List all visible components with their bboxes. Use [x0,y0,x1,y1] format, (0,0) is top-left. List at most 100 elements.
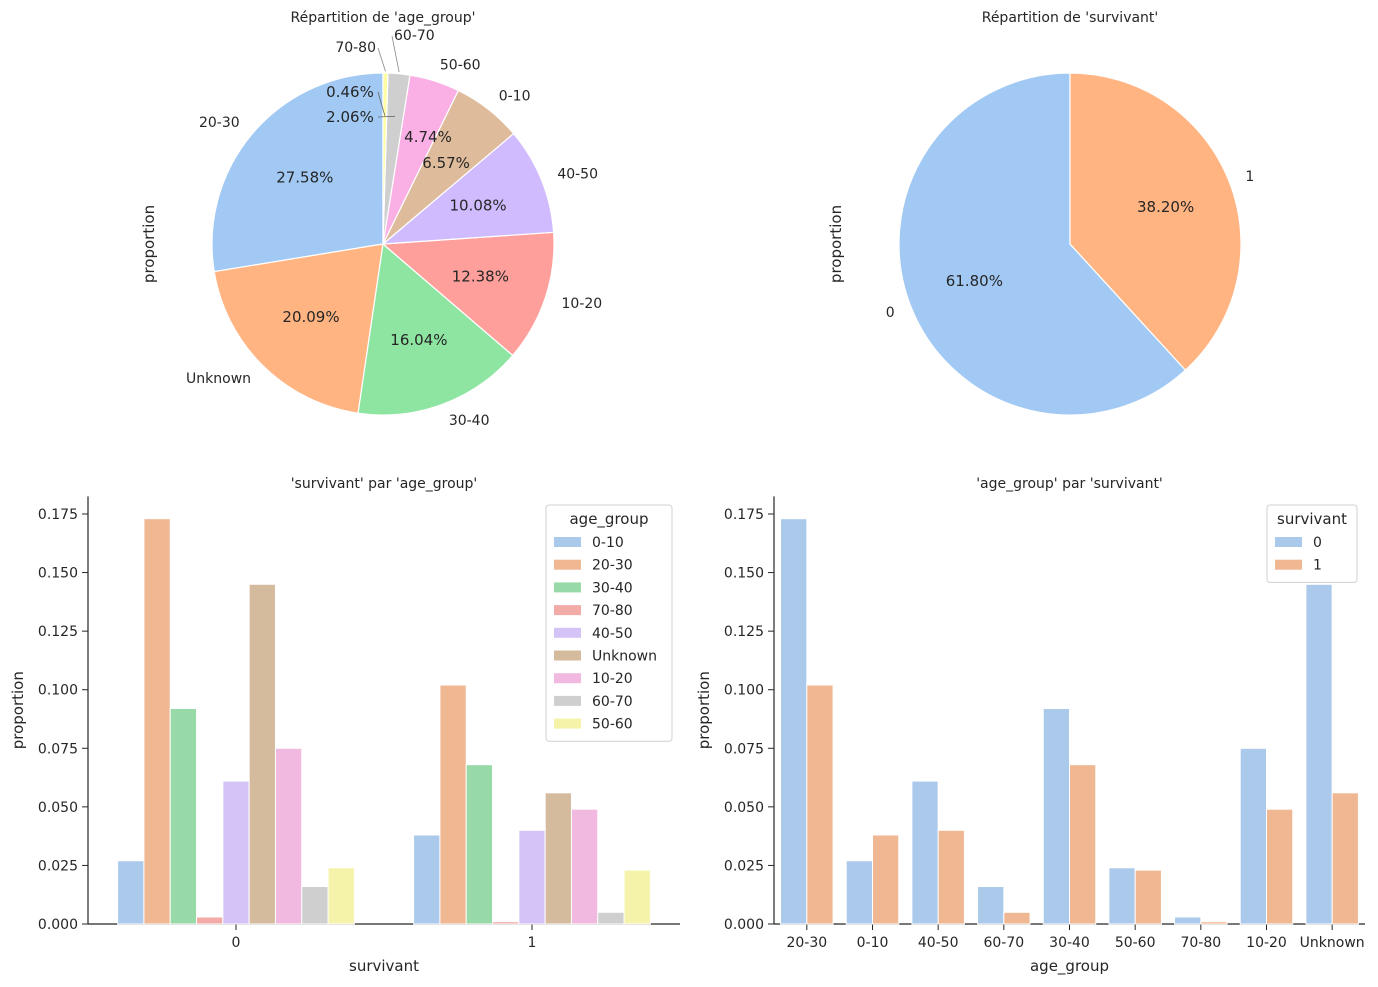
x-tick-label: 1 [528,935,537,951]
slice-pct-label: 16.04% [390,331,447,349]
bar [977,886,1005,925]
slice-label: 50-60 [440,58,481,74]
slice-pct-label: 0.46% [326,83,374,101]
bar [274,747,303,925]
bar [911,780,939,925]
y-tick-label: 0.075 [38,741,78,757]
bar [196,916,224,925]
bar [301,886,329,925]
legend-swatch [554,650,581,661]
slice-label: 0 [886,305,895,321]
slice-label: 20-30 [199,115,240,131]
bar [1042,707,1070,925]
y-tick-label: 0.150 [724,566,764,582]
slice-label: Unknown [186,371,251,387]
slice-pct-label: 6.57% [422,154,470,172]
legend-swatch [1275,537,1302,547]
bar [143,518,171,925]
x-tick-label: 60-70 [983,935,1024,951]
legend-label: 50-60 [592,717,633,733]
bar [780,518,808,925]
legend-label: 20-30 [592,558,633,574]
x-tick-label: 40-50 [918,935,959,951]
leader-line [377,47,386,72]
bar [439,684,467,925]
bar [169,707,198,925]
pie-slice [381,231,555,357]
bar [937,829,965,925]
x-axis-label: survivant [349,957,419,975]
legend-swatch [554,559,581,570]
slice-label: 10-20 [562,296,603,312]
legend-label: 40-50 [592,626,633,642]
slice-label: 30-40 [449,413,490,429]
bar [1266,808,1294,925]
y-tick-label: 0.025 [38,858,78,874]
y-tick-label: 0.175 [38,507,78,523]
slice-pct-label: 20.09% [282,308,339,326]
x-tick-label: 50-60 [1115,935,1156,951]
legend-swatch [1275,559,1302,570]
bar [1174,916,1202,925]
y-tick-label: 0.100 [38,683,78,699]
legend-swatch [554,718,581,729]
pie-slice [898,72,1187,416]
legend-swatch [554,537,581,547]
bar [1134,869,1162,925]
y-tick-label: 0.025 [724,858,764,874]
y-axis-label: proportion [9,671,27,749]
leader-line [391,35,400,73]
bar [518,829,546,925]
slice-pct-label: 61.80% [946,272,1003,290]
legend-label: 70-80 [592,603,633,619]
pie-slice [382,72,389,245]
bar [1069,764,1097,925]
slice-pct-label: 10.08% [449,196,506,214]
bar [1200,921,1228,925]
bar [806,684,834,925]
bar [544,792,572,925]
pie-slice [381,132,555,245]
x-tick-label: 0-10 [857,935,889,951]
legend-swatch [554,673,581,684]
bar [1331,792,1359,925]
legend-label: Unknown [592,649,657,665]
legend-label: 10-20 [592,671,633,687]
slice-pct-label: 12.38% [452,267,509,285]
x-tick-label: 30-40 [1049,935,1090,951]
slice-pct-label: 2.06% [326,108,374,126]
legend-title: age_group [569,510,648,529]
x-tick-label: Unknown [1300,935,1365,951]
chart-title: Répartition de 'survivant' [982,10,1159,26]
slice-label: 60-70 [394,28,435,44]
y-tick-label: 0.075 [724,741,764,757]
legend-swatch [554,582,581,593]
slice-pct-label: 27.58% [276,169,333,187]
y-tick-label: 0.150 [38,566,78,582]
slice-label: 70-80 [335,40,376,56]
legend-swatch [554,627,581,638]
chart-title: 'survivant' par 'age_group' [291,476,478,492]
bar [845,860,874,925]
bar [465,764,494,925]
bar [1305,583,1333,925]
y-tick-label: 0.125 [724,624,764,640]
bar [327,867,355,925]
bar [117,860,145,925]
bar [413,834,441,925]
y-axis-label: proportion [140,205,158,283]
bar [492,921,520,925]
bar [1003,911,1031,925]
x-tick-label: 10-20 [1246,935,1287,951]
bar [623,869,651,925]
legend-label: 30-40 [592,580,633,596]
legend-label: 0-10 [592,535,624,551]
x-tick-label: 70-80 [1180,935,1221,951]
slice-pct-label: 4.74% [404,128,452,146]
bar [1239,747,1267,925]
y-tick-label: 0.175 [724,507,764,523]
y-tick-label: 0.000 [724,917,764,933]
x-tick-label: 0 [232,935,241,951]
